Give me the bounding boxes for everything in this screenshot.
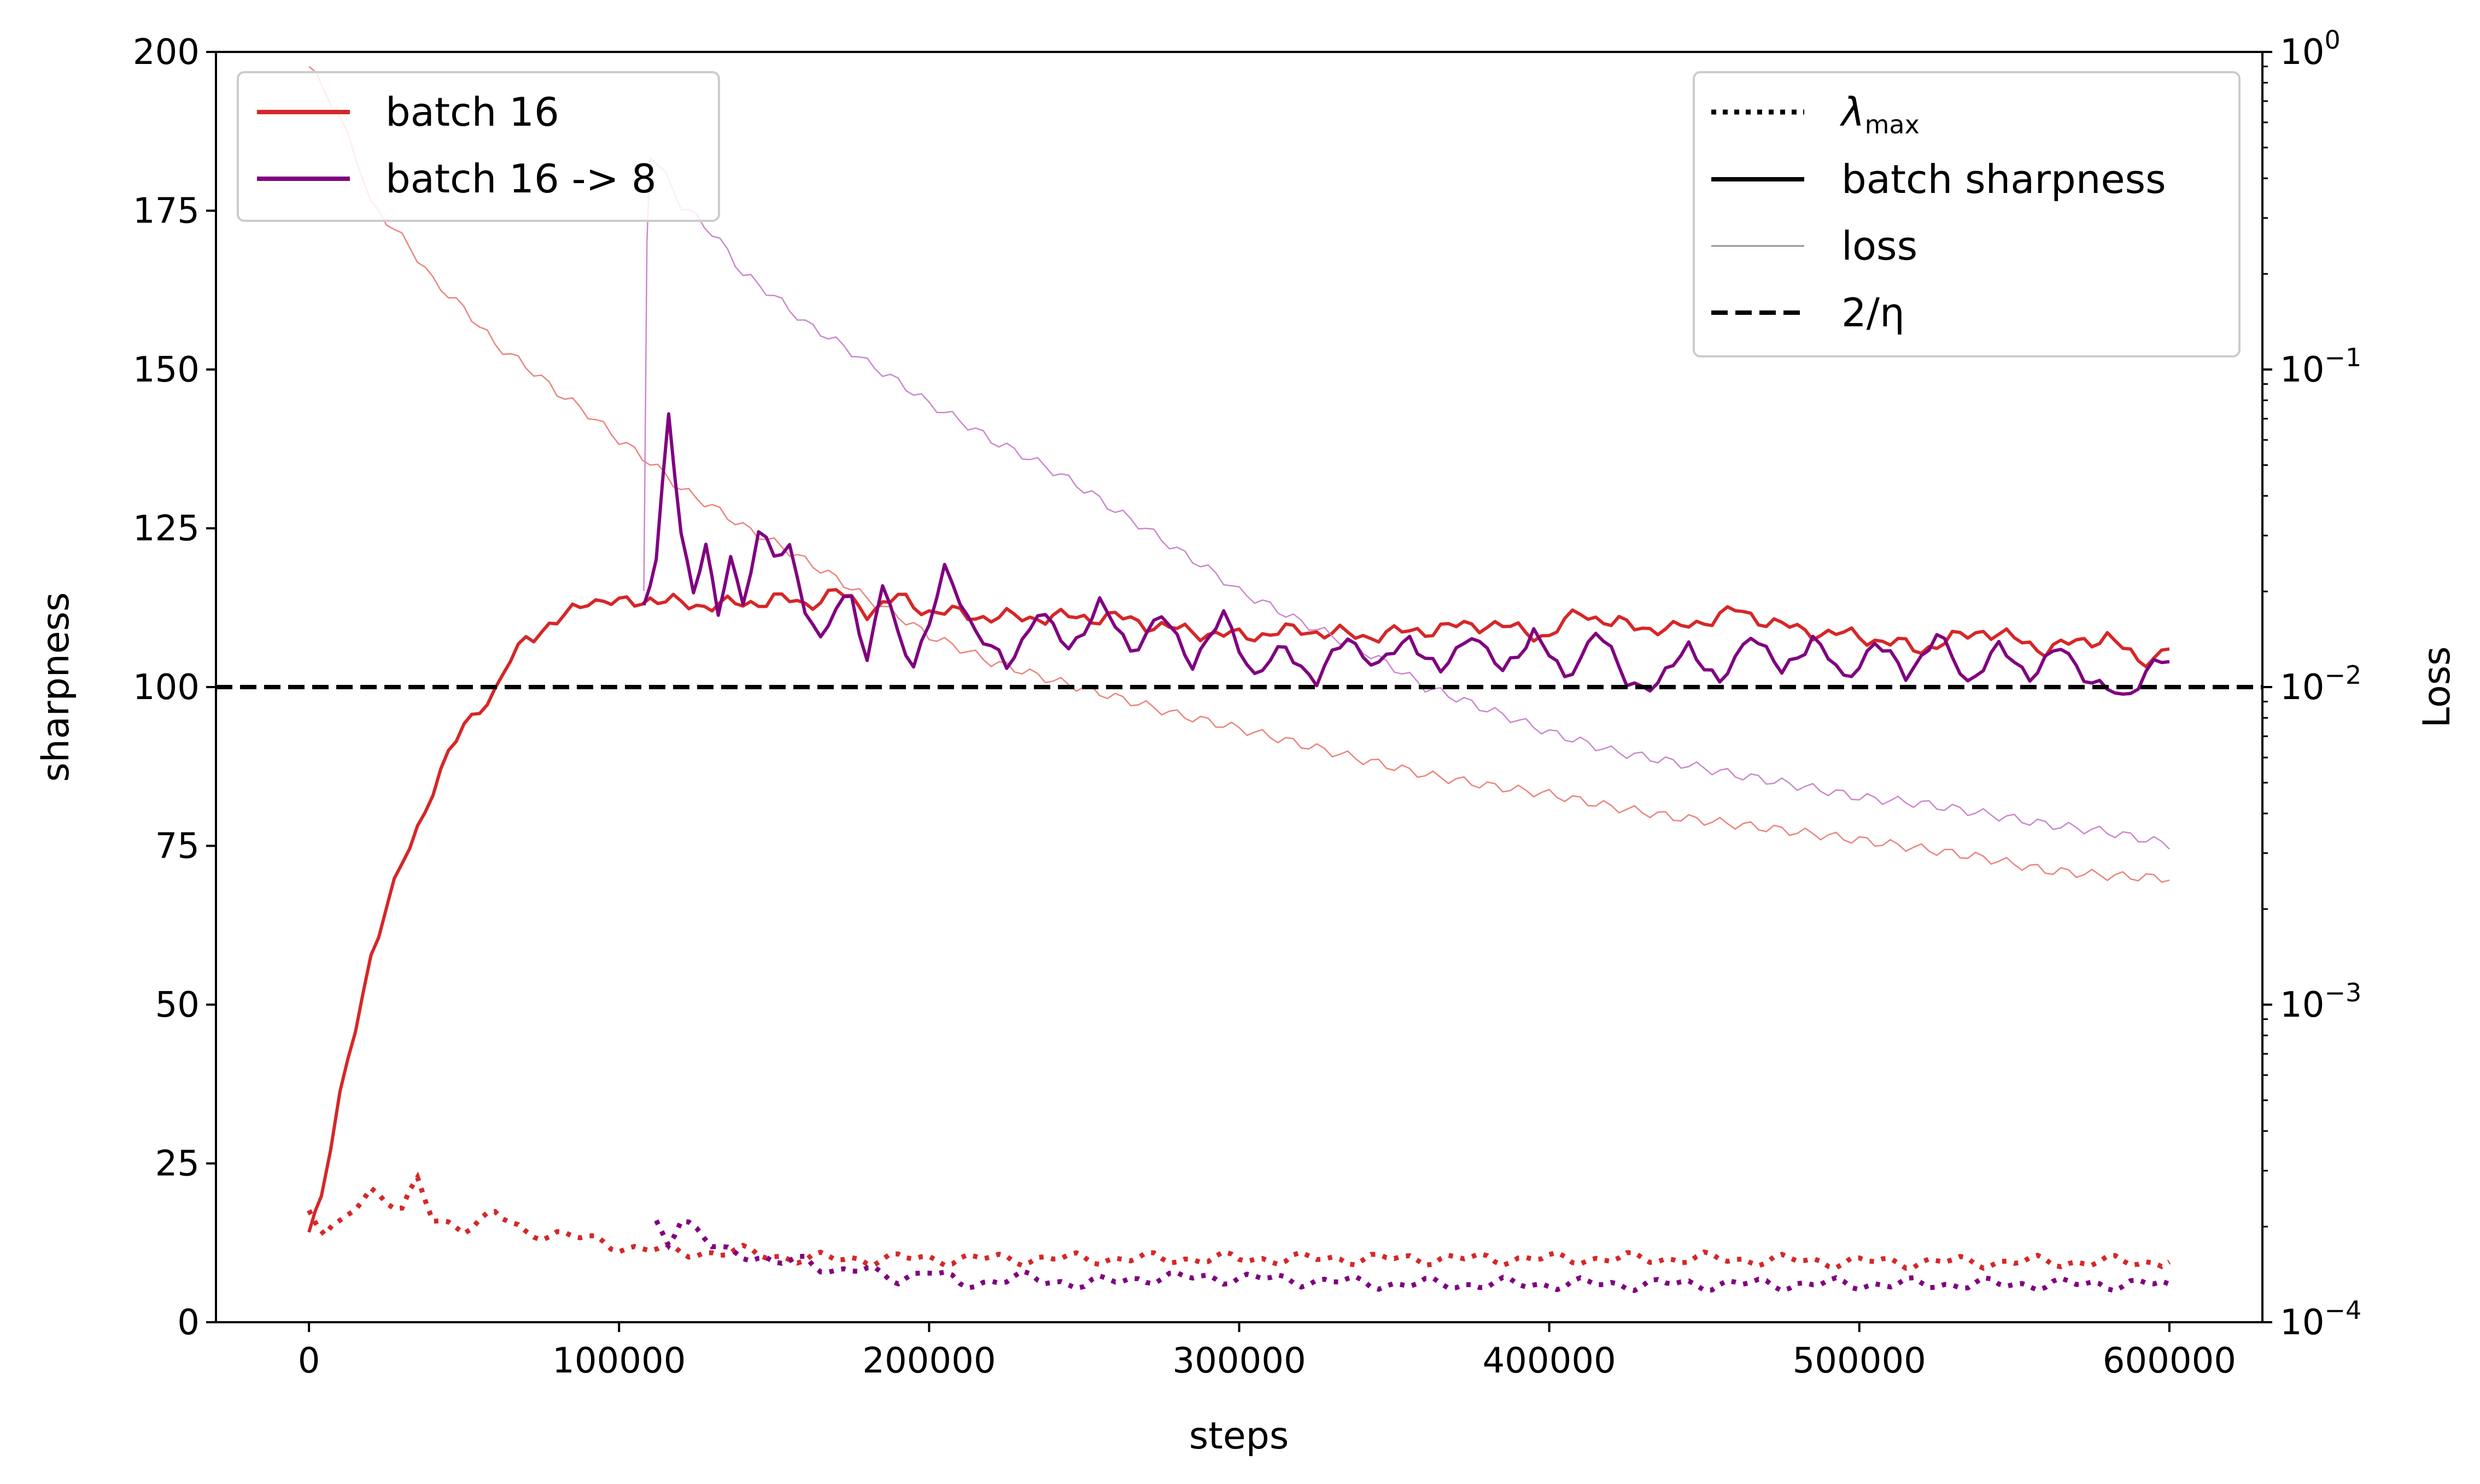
loss-line-batch-16-8 bbox=[643, 156, 2170, 850]
y-tick-label: 150 bbox=[133, 350, 200, 390]
y-tick-label: 125 bbox=[133, 509, 200, 549]
y2-tick-label: 10−1 bbox=[2280, 343, 2361, 390]
legend-label-batch16to8: batch 16 -> 8 bbox=[385, 156, 657, 202]
y2-tick-label: 10−3 bbox=[2280, 978, 2361, 1025]
lambda-max-line-batch-16-8 bbox=[654, 1218, 2171, 1294]
batch-sharpness-line-batch-16-8 bbox=[642, 412, 2170, 696]
y-tick-label: 25 bbox=[155, 1144, 200, 1184]
legend-label-loss: loss bbox=[1841, 223, 1917, 269]
series-layer bbox=[307, 66, 2171, 1294]
y2-axis-title: Loss bbox=[2415, 646, 2459, 728]
y2-tick-label: 10−2 bbox=[2280, 660, 2361, 708]
batch-sharpness-line-batch-16 bbox=[307, 588, 2170, 1233]
legend-label-batch16: batch 16 bbox=[385, 89, 559, 135]
y-tick-label: 175 bbox=[133, 191, 200, 232]
x-axis-title: steps bbox=[1189, 1415, 1289, 1458]
y-tick-label: 0 bbox=[177, 1303, 200, 1343]
x-tick-label: 0 bbox=[298, 1341, 320, 1381]
x-tick-label: 500000 bbox=[1793, 1341, 1926, 1381]
y2-tick-label: 100 bbox=[2280, 25, 2341, 73]
y-tick-label: 50 bbox=[155, 985, 200, 1025]
x-tick-label: 600000 bbox=[2103, 1341, 2236, 1381]
legend-label-lambda-max: λmax bbox=[1839, 89, 1920, 139]
legend-left-box bbox=[237, 71, 720, 222]
lambda-max-line-batch-16 bbox=[307, 1171, 2171, 1271]
legend-label-batch-sharpness: batch sharpness bbox=[1841, 156, 2166, 202]
legend-right-box bbox=[1693, 71, 2241, 357]
y-axis-left: 0 25 50 75 100 125 150 175 200 bbox=[133, 32, 216, 1343]
y-axis-right: 100 10−1 10−2 10−3 10−4 bbox=[2262, 25, 2361, 1343]
y2-tick-label: 10−4 bbox=[2280, 1295, 2361, 1343]
y-tick-label: 100 bbox=[133, 667, 200, 708]
x-axis: 0 100000 200000 300000 400000 500000 600000 bbox=[298, 1322, 2236, 1381]
legend-right: λmax batch sharpness loss 2/η bbox=[1693, 71, 2241, 357]
y-tick-label: 200 bbox=[133, 32, 200, 73]
x-tick-label: 100000 bbox=[552, 1341, 686, 1381]
legend-label-2-over-eta: 2/η bbox=[1841, 290, 1905, 336]
x-tick-label: 300000 bbox=[1172, 1341, 1306, 1381]
x-tick-label: 200000 bbox=[862, 1341, 996, 1381]
y-tick-label: 75 bbox=[155, 826, 200, 867]
legend-left: batch 16 batch 16 -> 8 bbox=[237, 71, 720, 222]
loss-line-batch-16 bbox=[308, 66, 2170, 883]
x-tick-label: 400000 bbox=[1482, 1341, 1616, 1381]
y-axis-title: sharpness bbox=[34, 592, 78, 782]
